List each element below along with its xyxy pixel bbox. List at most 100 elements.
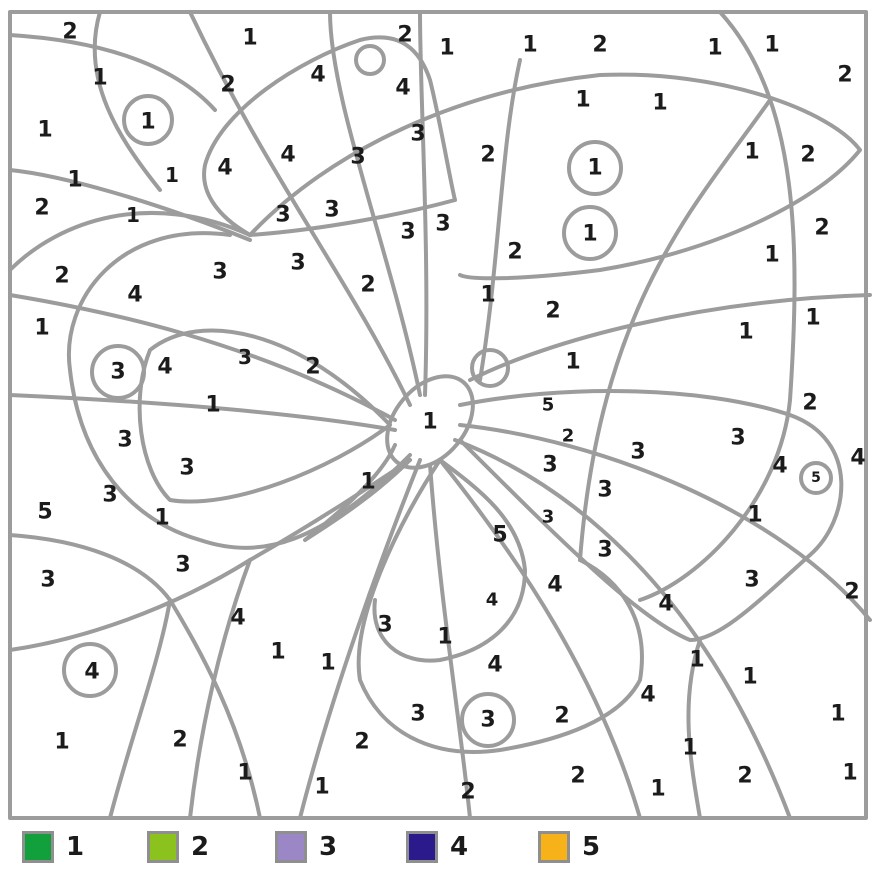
region-number[interactable]: 2 xyxy=(54,264,69,289)
region-number[interactable]: 1 xyxy=(744,140,759,165)
region-number[interactable]: 4 xyxy=(127,283,142,308)
region-number[interactable]: 3 xyxy=(597,538,612,563)
region-number[interactable]: 1 xyxy=(707,36,722,61)
region-number[interactable]: 2 xyxy=(814,216,829,241)
region-number[interactable]: 2 xyxy=(360,273,375,298)
region-number[interactable]: 4 xyxy=(157,355,172,380)
region-number[interactable]: 3 xyxy=(410,122,425,147)
region-number[interactable]: 2 xyxy=(220,73,235,98)
region-number[interactable]: 3 xyxy=(110,360,125,385)
region-number[interactable]: 2 xyxy=(562,426,575,447)
region-number[interactable]: 1 xyxy=(360,470,375,495)
region-number[interactable]: 1 xyxy=(165,163,179,187)
region-number[interactable]: 1 xyxy=(650,777,665,802)
region-number[interactable]: 2 xyxy=(545,299,560,324)
region-number[interactable]: 1 xyxy=(54,730,69,755)
region-number[interactable]: 4 xyxy=(547,573,562,598)
region-number[interactable]: 3 xyxy=(480,708,495,733)
region-number[interactable]: 2 xyxy=(802,391,817,416)
region-number[interactable]: 4 xyxy=(640,683,655,708)
region-number[interactable]: 4 xyxy=(486,590,499,611)
region-number[interactable]: 4 xyxy=(230,606,245,631)
region-number[interactable]: 4 xyxy=(310,63,325,88)
region-number[interactable]: 4 xyxy=(487,653,502,678)
region-number[interactable]: 3 xyxy=(290,251,305,276)
region-number[interactable]: 2 xyxy=(592,33,607,58)
region-number[interactable]: 1 xyxy=(126,203,140,227)
region-number[interactable]: 4 xyxy=(850,446,865,471)
region-number[interactable]: 5 xyxy=(37,500,52,525)
region-number[interactable]: 5 xyxy=(542,395,555,416)
region-number[interactable]: 3 xyxy=(542,507,555,528)
region-number[interactable]: 1 xyxy=(439,36,454,61)
legend-item-5[interactable]: 5 xyxy=(538,830,600,864)
region-number[interactable]: 1 xyxy=(37,118,52,143)
region-number[interactable]: 1 xyxy=(237,761,252,786)
region-number[interactable]: 1 xyxy=(582,222,597,247)
region-number[interactable]: 3 xyxy=(324,198,339,223)
legend-item-2[interactable]: 2 xyxy=(147,830,209,864)
region-number[interactable]: 3 xyxy=(744,568,759,593)
region-number[interactable]: 4 xyxy=(658,592,673,617)
region-number[interactable]: 1 xyxy=(830,702,845,727)
region-number[interactable]: 1 xyxy=(764,33,779,58)
region-number[interactable]: 1 xyxy=(742,665,757,690)
region-number[interactable]: 2 xyxy=(554,704,569,729)
legend-item-1[interactable]: 1 xyxy=(22,830,84,864)
region-number[interactable]: 1 xyxy=(270,640,285,665)
region-number[interactable]: 3 xyxy=(400,220,415,245)
region-number[interactable]: 1 xyxy=(422,410,437,435)
region-number[interactable]: 1 xyxy=(805,306,820,331)
region-number[interactable]: 3 xyxy=(102,483,117,508)
region-number[interactable]: 3 xyxy=(630,440,645,465)
region-number[interactable]: 1 xyxy=(314,775,329,800)
region-number[interactable]: 2 xyxy=(507,240,522,265)
region-number[interactable]: 4 xyxy=(84,660,99,685)
region-number[interactable]: 1 xyxy=(842,761,857,786)
region-number[interactable]: 2 xyxy=(570,764,585,789)
region-number[interactable]: 3 xyxy=(597,478,612,503)
region-number[interactable]: 4 xyxy=(772,454,787,479)
region-number[interactable]: 1 xyxy=(689,648,704,673)
region-number[interactable]: 3 xyxy=(435,212,450,237)
region-number[interactable]: 1 xyxy=(565,350,580,375)
region-number[interactable]: 3 xyxy=(40,568,55,593)
legend-item-3[interactable]: 3 xyxy=(275,830,337,864)
region-number[interactable]: 1 xyxy=(480,283,495,308)
region-number[interactable]: 2 xyxy=(737,764,752,789)
region-number[interactable]: 1 xyxy=(67,168,82,193)
region-number[interactable]: 1 xyxy=(140,110,155,135)
region-number[interactable]: 5 xyxy=(492,523,507,548)
region-number[interactable]: 2 xyxy=(480,143,495,168)
region-number[interactable]: 1 xyxy=(587,156,602,181)
region-number[interactable]: 1 xyxy=(747,503,762,528)
region-number[interactable]: 3 xyxy=(542,453,557,478)
region-number[interactable]: 4 xyxy=(280,143,295,168)
region-number[interactable]: 1 xyxy=(154,506,169,531)
region-number[interactable]: 3 xyxy=(275,203,290,228)
region-number[interactable]: 2 xyxy=(305,355,320,380)
region-number[interactable]: 2 xyxy=(172,728,187,753)
region-number[interactable]: 1 xyxy=(320,651,335,676)
region-number[interactable]: 1 xyxy=(437,625,452,650)
region-number[interactable]: 3 xyxy=(410,702,425,727)
region-number[interactable]: 3 xyxy=(212,260,227,285)
region-number[interactable]: 5 xyxy=(811,470,821,486)
region-number[interactable]: 1 xyxy=(92,66,107,91)
region-number[interactable]: 1 xyxy=(652,91,667,116)
region-number[interactable]: 1 xyxy=(575,88,590,113)
region-number[interactable]: 1 xyxy=(682,736,697,761)
region-number[interactable]: 3 xyxy=(238,345,252,369)
region-number[interactable]: 4 xyxy=(217,156,232,181)
region-number[interactable]: 1 xyxy=(522,33,537,58)
region-number[interactable]: 2 xyxy=(800,143,815,168)
region-number[interactable]: 2 xyxy=(397,23,412,48)
region-number[interactable]: 3 xyxy=(175,553,190,578)
region-number[interactable]: 1 xyxy=(205,393,220,418)
region-number[interactable]: 3 xyxy=(350,145,365,170)
region-number[interactable]: 1 xyxy=(738,320,753,345)
region-number[interactable]: 3 xyxy=(377,613,392,638)
region-number[interactable]: 2 xyxy=(844,580,859,605)
region-number[interactable]: 1 xyxy=(34,316,49,341)
